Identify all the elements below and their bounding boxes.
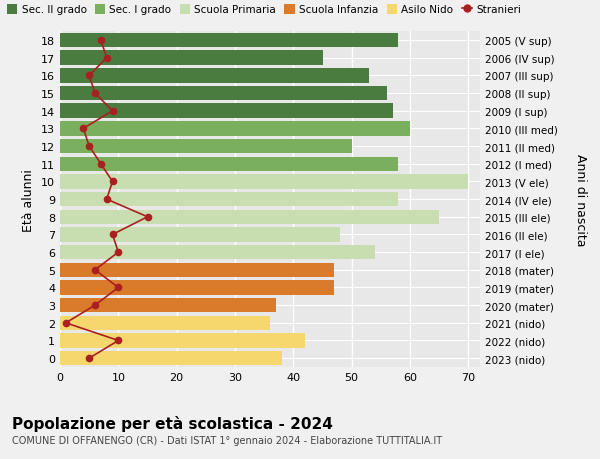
- Bar: [60, 280, 334, 295]
- Bar: [60, 69, 369, 84]
- Bar: [60, 298, 276, 313]
- Bar: [60, 192, 398, 207]
- Y-axis label: Età alunni: Età alunni: [22, 168, 35, 231]
- Bar: [60, 210, 439, 224]
- Bar: [60, 316, 270, 330]
- Bar: [60, 122, 410, 136]
- Bar: [60, 157, 398, 172]
- Bar: [60, 228, 340, 242]
- Bar: [60, 51, 323, 66]
- Bar: [60, 104, 392, 119]
- Legend: Sec. II grado, Sec. I grado, Scuola Primaria, Scuola Infanzia, Asilo Nido, Stran: Sec. II grado, Sec. I grado, Scuola Prim…: [7, 5, 521, 16]
- Bar: [60, 87, 386, 101]
- Bar: [60, 140, 352, 154]
- Bar: [60, 351, 281, 366]
- Bar: [60, 246, 375, 260]
- Bar: [60, 175, 469, 189]
- Y-axis label: Anni di nascita: Anni di nascita: [574, 153, 587, 246]
- Bar: [60, 334, 305, 348]
- Bar: [60, 34, 398, 48]
- Bar: [60, 263, 334, 277]
- Text: COMUNE DI OFFANENGO (CR) - Dati ISTAT 1° gennaio 2024 - Elaborazione TUTTITALIA.: COMUNE DI OFFANENGO (CR) - Dati ISTAT 1°…: [12, 435, 442, 445]
- Text: Popolazione per età scolastica - 2024: Popolazione per età scolastica - 2024: [12, 415, 333, 431]
